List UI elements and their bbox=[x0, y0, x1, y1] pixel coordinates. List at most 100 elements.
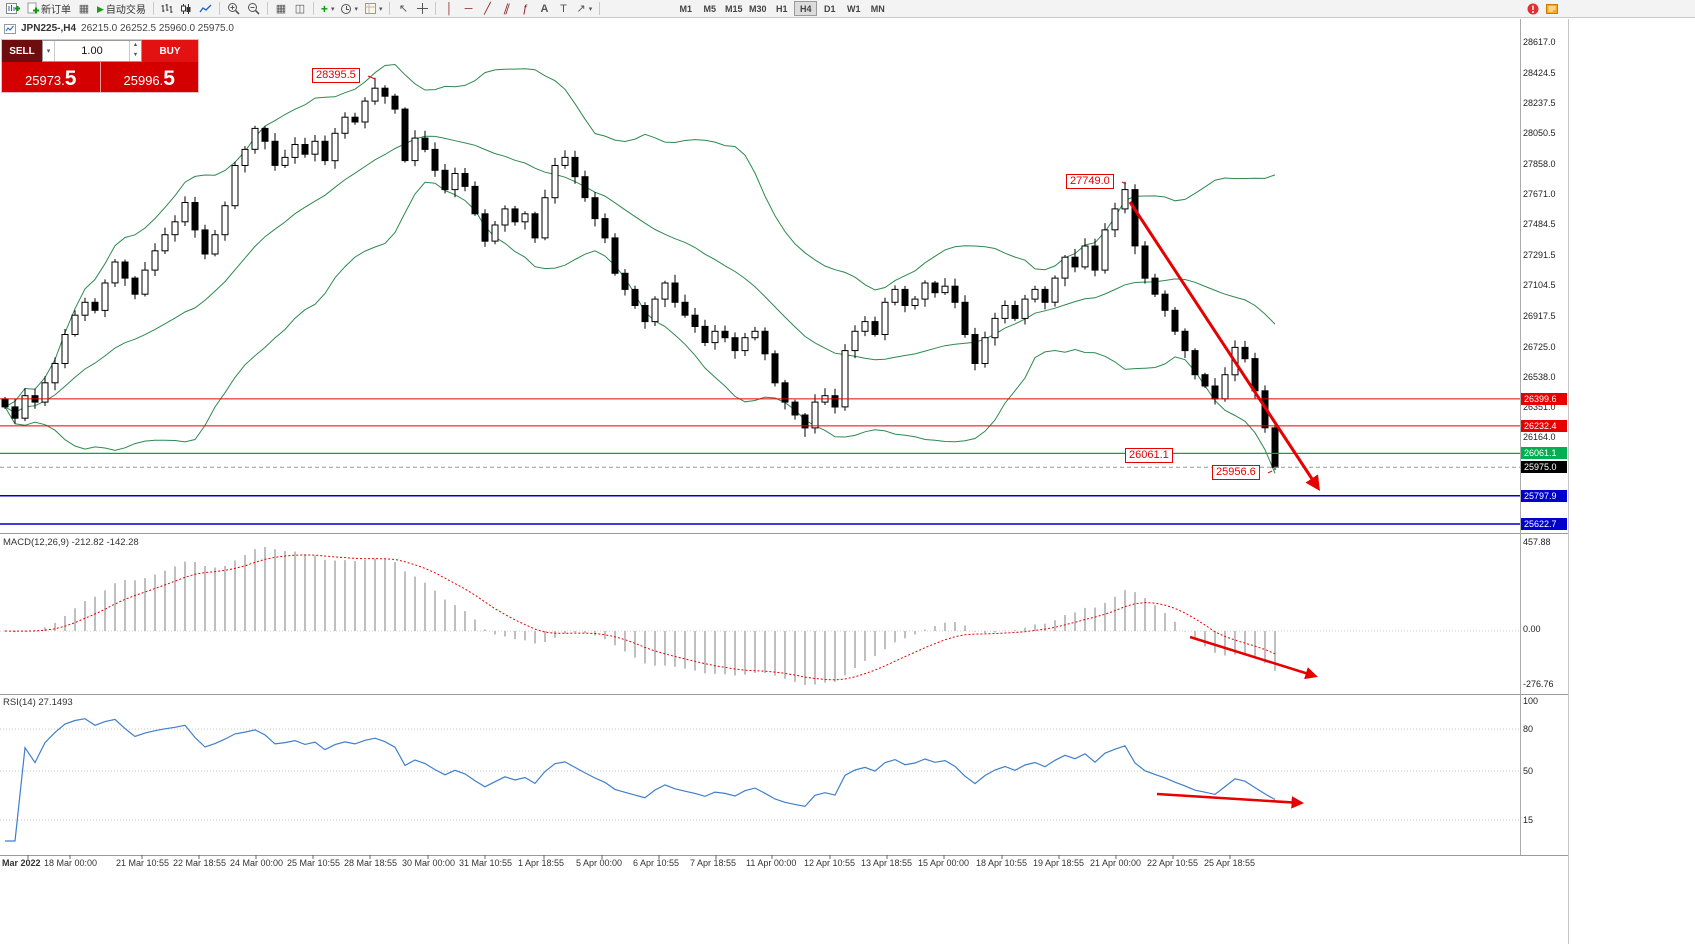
candle-body bbox=[1001, 305, 1009, 319]
horizontal-line-tool-button[interactable]: ─ bbox=[459, 1, 477, 17]
candle-body bbox=[611, 237, 619, 274]
macd-histogram-bar bbox=[54, 622, 56, 631]
candle-body bbox=[871, 321, 879, 336]
macd-histogram-bar bbox=[194, 562, 196, 631]
sell-button[interactable]: SELL bbox=[2, 40, 42, 62]
templates-button[interactable]: ▾ bbox=[362, 1, 386, 17]
alerts-button[interactable] bbox=[1524, 1, 1542, 17]
channel-tool-button[interactable]: ∥ bbox=[497, 1, 515, 17]
macd-histogram-bar bbox=[694, 631, 696, 671]
macd-histogram-bar bbox=[844, 631, 846, 676]
macd-histogram-bar bbox=[394, 562, 396, 631]
timeframe-m1-button[interactable]: M1 bbox=[679, 3, 692, 14]
candle-body bbox=[391, 95, 399, 110]
candle-body bbox=[281, 156, 289, 166]
macd-histogram-bar bbox=[1124, 590, 1126, 631]
macd-histogram-bar bbox=[1274, 631, 1276, 671]
candle-body bbox=[601, 218, 609, 239]
news-button[interactable] bbox=[1543, 1, 1561, 17]
timeframe-m15-button[interactable]: M15 bbox=[724, 3, 743, 14]
line-chart-mode-button[interactable] bbox=[196, 1, 215, 17]
candle-body bbox=[61, 334, 69, 364]
buy-button[interactable]: BUY bbox=[142, 40, 198, 62]
macd-histogram-bar bbox=[574, 631, 576, 633]
trendline-tool-button[interactable]: ╱ bbox=[478, 1, 496, 17]
trend-arrow[interactable] bbox=[1189, 635, 1318, 680]
candle-body bbox=[511, 208, 519, 223]
zoom-out-button[interactable] bbox=[244, 1, 263, 17]
macd-histogram-bar bbox=[524, 631, 526, 641]
candle-body bbox=[1171, 309, 1179, 332]
macd-histogram-bar bbox=[634, 631, 636, 658]
macd-histogram-bar bbox=[434, 590, 436, 631]
fibonacci-tool-button[interactable]: ƒ bbox=[516, 1, 534, 17]
macd-histogram-bar bbox=[384, 559, 386, 631]
toolbar-separator bbox=[266, 2, 268, 15]
candle-body bbox=[1091, 245, 1099, 271]
macd-histogram-bar bbox=[734, 631, 736, 676]
chart-window-icon bbox=[4, 23, 16, 34]
candle-body bbox=[351, 116, 359, 123]
candlestick-chart-icon bbox=[180, 3, 191, 14]
candle-body bbox=[921, 282, 929, 300]
text-tool-button[interactable]: A bbox=[535, 1, 553, 17]
candle-body bbox=[661, 282, 669, 300]
candle-body bbox=[1021, 298, 1029, 319]
new-chart-button[interactable] bbox=[3, 1, 23, 17]
timeframe-h1-button[interactable]: H1 bbox=[775, 3, 788, 14]
macd-histogram-bar bbox=[264, 547, 266, 631]
candle-body bbox=[341, 116, 349, 134]
trend-arrow[interactable] bbox=[1128, 201, 1320, 492]
periods-button[interactable]: ▾ bbox=[338, 1, 361, 17]
toolbar-separator bbox=[312, 2, 314, 15]
candle-body bbox=[231, 165, 239, 207]
crosshair-tool-button[interactable] bbox=[413, 1, 431, 17]
arrow-tool-icon: ↗ bbox=[576, 2, 586, 15]
new-order-button[interactable]: 新订单 bbox=[24, 1, 74, 17]
tile-windows-button[interactable]: ▦ bbox=[272, 1, 290, 17]
new-chart-icon bbox=[6, 3, 20, 14]
candle-body bbox=[21, 395, 29, 419]
trend-arrow[interactable] bbox=[1156, 792, 1304, 809]
candle-body bbox=[1141, 245, 1149, 279]
zoom-in-button[interactable] bbox=[224, 1, 243, 17]
timeframe-w1-button[interactable]: W1 bbox=[846, 3, 861, 14]
sell-price-large: 5 bbox=[64, 67, 77, 90]
fibonacci-icon: ƒ bbox=[522, 2, 529, 15]
candle-body bbox=[691, 314, 699, 328]
macd-histogram-bar bbox=[504, 631, 506, 637]
volume-decrease-button[interactable]: ▼ bbox=[132, 52, 139, 58]
timeframe-h4-button[interactable]: H4 bbox=[794, 1, 818, 16]
candle-body bbox=[1181, 330, 1189, 352]
macd-histogram-bar bbox=[1024, 627, 1026, 631]
volume-dropdown[interactable]: ▾ bbox=[43, 41, 55, 61]
profiles-button[interactable]: ▦ bbox=[75, 1, 93, 17]
candle-body bbox=[321, 140, 329, 162]
auto-trading-button[interactable]: ▶ 自动交易 bbox=[94, 1, 149, 17]
timeframe-d1-button[interactable]: D1 bbox=[823, 3, 836, 14]
vertical-line-tool-button[interactable]: │ bbox=[440, 1, 458, 17]
volume-increase-button[interactable]: ▲ bbox=[132, 42, 139, 48]
candle-body bbox=[851, 330, 859, 352]
buy-price-small: 25996. bbox=[123, 73, 164, 88]
macd-histogram-bar bbox=[404, 571, 406, 631]
macd-histogram-bar bbox=[514, 631, 516, 640]
add-indicator-button[interactable]: + ▾ bbox=[318, 1, 338, 17]
candlestick-mode-button[interactable] bbox=[177, 1, 195, 17]
timeframe-mn-button[interactable]: MN bbox=[870, 3, 885, 14]
tile-windows-icon: ▦ bbox=[275, 2, 287, 15]
macd-histogram-bar bbox=[864, 631, 866, 661]
cursor-tool-button[interactable]: ↖ bbox=[394, 1, 412, 17]
macd-histogram-bar bbox=[74, 608, 76, 631]
timeframe-m30-button[interactable]: M30 bbox=[748, 3, 767, 14]
timeframe-m5-button[interactable]: M5 bbox=[703, 3, 716, 14]
bar-chart-mode-button[interactable] bbox=[158, 1, 176, 17]
cascade-windows-button[interactable]: ◫ bbox=[291, 1, 309, 17]
macd-histogram-bar bbox=[84, 601, 86, 631]
volume-input[interactable]: 1.00 bbox=[81, 45, 103, 57]
trade-buttons-row: SELL ▾ 1.00 ▲ ▼ BUY bbox=[2, 40, 198, 62]
macd-histogram-bar bbox=[254, 549, 256, 631]
arrows-tool-button[interactable]: ↗ ▾ bbox=[573, 1, 595, 17]
text-label-tool-button[interactable]: T bbox=[554, 1, 572, 17]
